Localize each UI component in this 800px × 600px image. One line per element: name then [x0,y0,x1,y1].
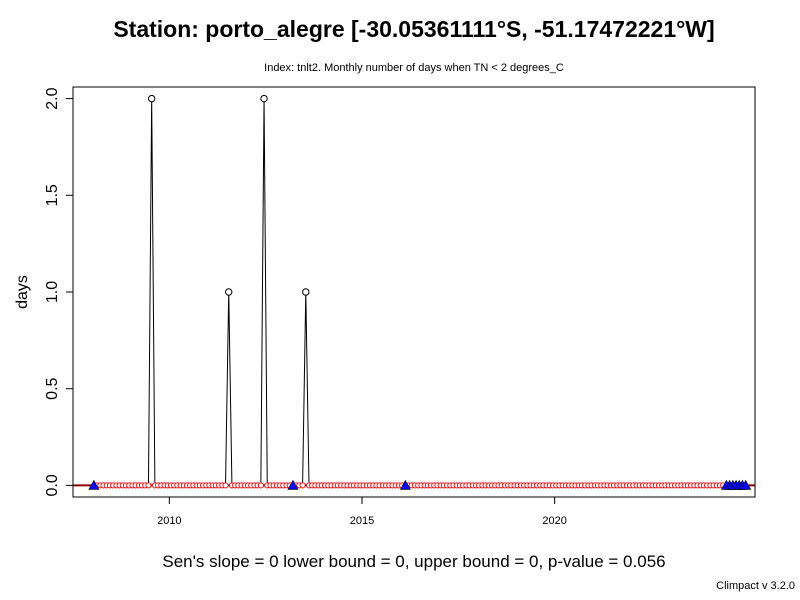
data-point-zero [299,482,306,489]
data-point [225,288,233,296]
data-point [302,288,310,296]
data-point-zero [257,482,264,489]
missing-marker [740,479,752,490]
stats-text: Sen's slope = 0 lower bound = 0, upper b… [162,552,665,571]
x-tick-label: 2015 [350,515,374,527]
y-tick-label: 1.5 [44,184,61,206]
data-point [147,94,156,103]
y-tick-label: 1.0 [44,281,61,303]
plot-border [72,86,756,498]
series-line [97,98,724,486]
x-tick-label: 2010 [157,515,181,527]
version-text: Climpact v 3.2.0 [716,580,795,592]
missing-marker [399,479,411,490]
plot-area [66,94,755,504]
chart-subtitle: Index: tnlt2. Monthly number of days whe… [264,62,564,74]
data-point-zero [222,482,229,489]
y-tick-label: 0.5 [44,377,61,399]
y-tick-label: 2.0 [44,87,61,109]
x-tick-label: 2020 [542,515,566,527]
y-axis-label: days [14,275,31,309]
data-point-zero [145,482,152,489]
y-tick-label: 0.0 [44,474,61,496]
missing-marker [287,479,299,490]
missing-marker [88,479,100,490]
chart-title: Station: porto_alegre [-30.05361111°S, -… [113,16,714,42]
data-point [260,94,268,103]
